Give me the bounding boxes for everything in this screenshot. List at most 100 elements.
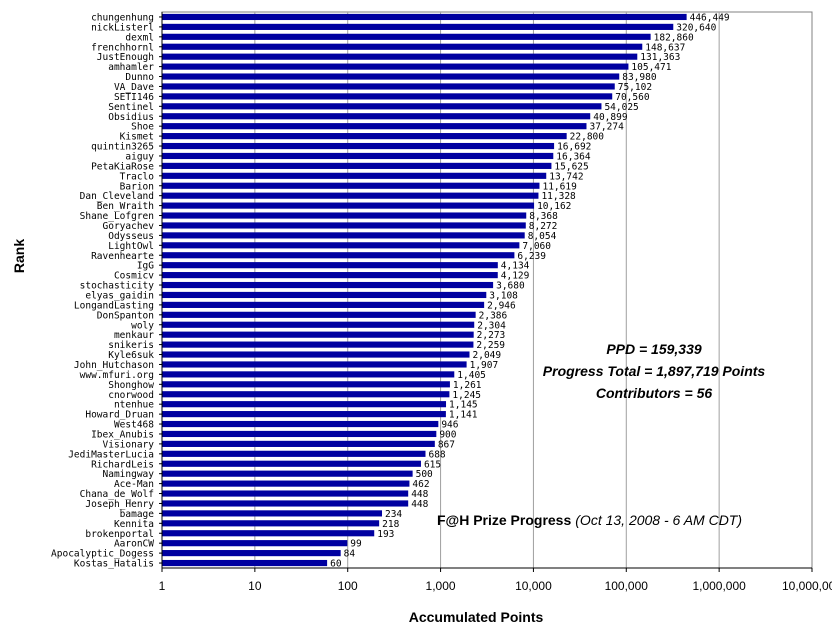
category-label: Ibex_Anubis xyxy=(91,429,154,440)
category-label: VA_Dave xyxy=(114,82,154,93)
annotation-progress-total: Progress Total = 1,897,719 Points xyxy=(543,363,766,379)
bar xyxy=(162,371,455,378)
y-axis-label: Rank xyxy=(11,239,27,273)
bar xyxy=(162,291,487,299)
value-label: 8,368 xyxy=(529,211,558,222)
bar xyxy=(162,212,527,219)
value-label: 131,363 xyxy=(640,52,680,63)
bar xyxy=(162,202,535,209)
bar xyxy=(162,460,421,467)
value-label: 218 xyxy=(382,519,399,530)
value-label: 1,141 xyxy=(449,410,478,421)
value-label: 1,145 xyxy=(449,400,478,411)
category-label: JediMasterLucia xyxy=(68,449,154,460)
value-label: 448 xyxy=(411,489,428,500)
category-label: Odysseus xyxy=(108,231,154,242)
bar xyxy=(162,510,382,517)
value-label: 105,471 xyxy=(631,62,671,73)
bar xyxy=(162,480,410,487)
x-tick-label: 100 xyxy=(338,579,358,593)
category-label: woly xyxy=(131,320,154,331)
value-label: 3,680 xyxy=(496,281,525,292)
bar xyxy=(162,311,476,318)
value-label: 1,405 xyxy=(457,370,486,381)
x-tick-label: 100,000 xyxy=(605,579,649,593)
value-label: 148,637 xyxy=(645,42,685,53)
value-label: 99 xyxy=(350,539,362,550)
bar xyxy=(162,331,474,338)
bar xyxy=(162,490,409,497)
bar xyxy=(162,341,474,348)
category-label: Joseph_Henry xyxy=(85,499,154,510)
x-tick-label: 1 xyxy=(159,579,166,593)
annotation-ppd: PPD = 159,339 xyxy=(606,341,702,357)
value-label: 193 xyxy=(377,529,394,540)
bar xyxy=(162,33,651,40)
category-label: JustEnough xyxy=(97,52,154,63)
value-label: 2,259 xyxy=(476,340,505,351)
annotation-contributors: Contributors = 56 xyxy=(596,385,713,401)
value-label: 2,273 xyxy=(477,330,506,341)
bar xyxy=(162,152,554,160)
category-label: Traclo xyxy=(120,171,155,182)
bar xyxy=(162,162,552,169)
bar xyxy=(162,420,439,428)
x-tick-label: 1,000 xyxy=(426,579,456,593)
category-label: Barion xyxy=(120,181,154,192)
category-label: Obsidius xyxy=(108,112,154,123)
category-label: Visionary xyxy=(103,439,155,450)
category-label: Shoe xyxy=(131,122,154,133)
value-label: 83,980 xyxy=(622,72,657,83)
category-label: menkaur xyxy=(114,330,154,341)
value-label: 84 xyxy=(344,549,356,560)
bar xyxy=(162,222,526,229)
x-tick-label: 10,000 xyxy=(515,579,552,593)
value-label: 2,304 xyxy=(477,320,506,331)
category-label: Kennita xyxy=(114,519,154,530)
bar xyxy=(162,23,674,30)
value-label: 1,245 xyxy=(452,390,481,401)
value-label: 1,907 xyxy=(470,360,499,371)
value-label: 60 xyxy=(330,559,342,570)
category-label: SETI146 xyxy=(114,92,154,103)
value-label: 462 xyxy=(412,479,429,490)
bar xyxy=(162,83,615,90)
value-label: 54,025 xyxy=(604,102,638,113)
category-label: cnorwood xyxy=(108,390,154,401)
value-label: 234 xyxy=(385,509,402,520)
value-label: 10,162 xyxy=(537,201,571,212)
x-tick-label: 10 xyxy=(248,579,262,593)
category-label: ntenhue xyxy=(114,400,154,411)
value-label: 867 xyxy=(438,439,455,450)
bar xyxy=(162,391,450,398)
bar xyxy=(162,232,525,239)
value-label: 182,860 xyxy=(654,32,694,43)
category-label: aiguy xyxy=(125,151,154,162)
value-label: 4,134 xyxy=(501,261,530,272)
caption-title: F@H Prize Progress xyxy=(437,512,571,528)
bar xyxy=(162,272,498,279)
bar xyxy=(162,133,567,140)
value-label: 2,946 xyxy=(487,300,516,311)
bar xyxy=(162,192,539,199)
category-label: DonSpanton xyxy=(97,310,154,321)
category-label: Howard_Druan xyxy=(85,410,154,421)
value-label: 4,129 xyxy=(501,271,530,282)
value-label: 11,619 xyxy=(542,181,577,192)
category-label: Goryachev xyxy=(103,221,155,232)
category-label: amhamler xyxy=(108,62,154,73)
value-label: 900 xyxy=(439,429,456,440)
x-tick-labels: 1 10 100 1,000 10,000 100,000 1,000,000 10,000,… xyxy=(159,568,832,593)
bar xyxy=(162,381,450,388)
value-label: 3,108 xyxy=(489,290,518,301)
category-label: brokenportal xyxy=(85,529,154,540)
value-label: 448 xyxy=(411,499,428,510)
bar xyxy=(162,530,375,537)
value-label: 13,742 xyxy=(549,171,583,182)
value-label: 8,272 xyxy=(529,221,558,232)
value-labels: 446,449320,640182,860148,637131,363105,4… xyxy=(330,12,730,569)
category-label: Ben_Wraith xyxy=(97,201,154,212)
bar xyxy=(162,470,413,477)
bar xyxy=(162,520,380,527)
category-label: chungenhung xyxy=(91,12,154,23)
